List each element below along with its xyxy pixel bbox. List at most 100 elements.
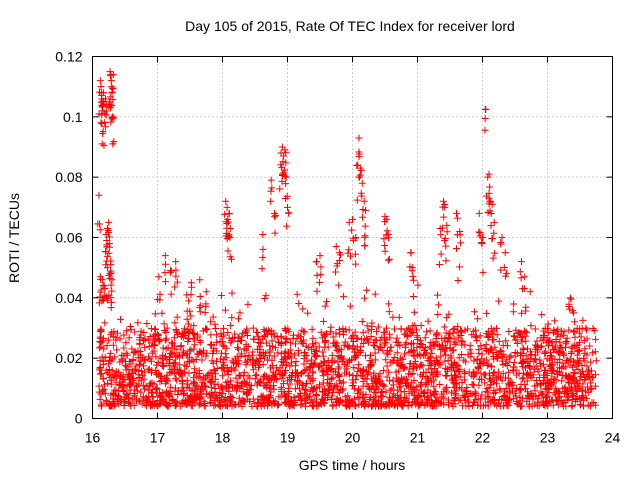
data-point — [401, 375, 409, 383]
data-point — [283, 353, 291, 361]
data-point — [588, 385, 596, 393]
data-point — [286, 339, 294, 347]
data-point — [570, 309, 577, 317]
data-point — [387, 343, 395, 351]
data-point — [228, 314, 236, 322]
data-point — [98, 276, 106, 284]
data-point — [209, 391, 217, 399]
data-point — [340, 341, 348, 349]
data-point — [428, 349, 436, 357]
data-point — [401, 394, 409, 402]
axis-ticks — [92, 56, 613, 419]
data-point — [348, 333, 356, 341]
data-point — [526, 288, 534, 296]
data-point — [430, 376, 438, 384]
data-point — [556, 338, 564, 346]
data-point — [479, 268, 487, 276]
data-point — [424, 317, 432, 325]
data-point — [166, 383, 174, 391]
data-point — [457, 337, 465, 345]
data-point — [172, 272, 180, 280]
data-point — [520, 284, 528, 292]
data-point — [118, 357, 126, 365]
data-point — [282, 173, 290, 181]
data-point — [102, 248, 110, 256]
data-point — [537, 388, 545, 396]
data-point — [433, 394, 441, 402]
data-point — [107, 281, 115, 289]
data-point — [587, 358, 595, 366]
data-point — [386, 377, 394, 385]
data-point — [240, 377, 248, 385]
data-point — [558, 377, 566, 385]
data-point — [367, 332, 375, 340]
data-point — [573, 388, 581, 396]
data-point — [466, 346, 474, 354]
data-point — [462, 387, 470, 395]
data-point — [507, 382, 515, 390]
data-point — [222, 197, 230, 205]
data-point — [489, 353, 497, 361]
data-point — [284, 203, 291, 211]
data-point — [337, 251, 345, 259]
data-point — [219, 372, 227, 380]
data-point — [532, 356, 540, 364]
data-point — [333, 398, 341, 406]
data-point — [172, 266, 180, 274]
data-point — [329, 333, 337, 341]
data-point — [245, 351, 253, 359]
data-point — [331, 268, 339, 276]
data-point — [523, 345, 531, 353]
data-point — [351, 401, 359, 409]
data-point — [391, 325, 399, 333]
data-point — [328, 392, 336, 400]
data-point — [250, 359, 258, 367]
data-point — [483, 385, 491, 393]
data-point — [244, 331, 252, 339]
data-point — [271, 229, 279, 237]
data-point — [456, 373, 464, 381]
data-point — [291, 385, 299, 393]
data-point — [260, 354, 268, 362]
data-point — [447, 354, 455, 362]
data-point — [343, 342, 351, 350]
data-point — [383, 362, 391, 370]
data-point — [96, 370, 104, 378]
data-point — [190, 322, 198, 330]
data-point — [277, 350, 285, 358]
data-point — [156, 378, 164, 386]
data-point — [506, 353, 514, 361]
data-point — [153, 361, 161, 369]
data-point — [228, 289, 236, 297]
data-point — [588, 399, 596, 407]
data-point — [117, 315, 125, 323]
x-tick-label: 16 — [85, 430, 101, 446]
data-point — [455, 383, 463, 391]
data-point — [488, 200, 496, 208]
data-point — [275, 393, 283, 401]
data-point — [327, 328, 335, 336]
data-point — [348, 356, 356, 364]
y-tick-labels: 0 0.02 0.04 0.06 0.08 0.1 0.12 — [55, 49, 82, 427]
data-point — [278, 371, 286, 379]
data-point — [296, 378, 304, 386]
data-point — [102, 95, 109, 103]
data-point — [348, 376, 356, 384]
data-point — [559, 402, 567, 410]
data-point — [148, 325, 156, 333]
data-point — [328, 375, 336, 383]
data-point — [226, 224, 234, 232]
data-point — [380, 382, 388, 390]
data-point — [568, 402, 576, 410]
data-point — [563, 334, 571, 342]
data-point — [370, 398, 378, 406]
data-point — [317, 271, 325, 279]
data-point — [373, 378, 381, 386]
data-point — [107, 77, 115, 85]
data-point — [551, 355, 559, 363]
data-point — [442, 257, 450, 265]
data-point — [559, 331, 567, 339]
data-point — [218, 349, 226, 357]
data-point — [243, 357, 251, 365]
data-point — [259, 253, 267, 261]
